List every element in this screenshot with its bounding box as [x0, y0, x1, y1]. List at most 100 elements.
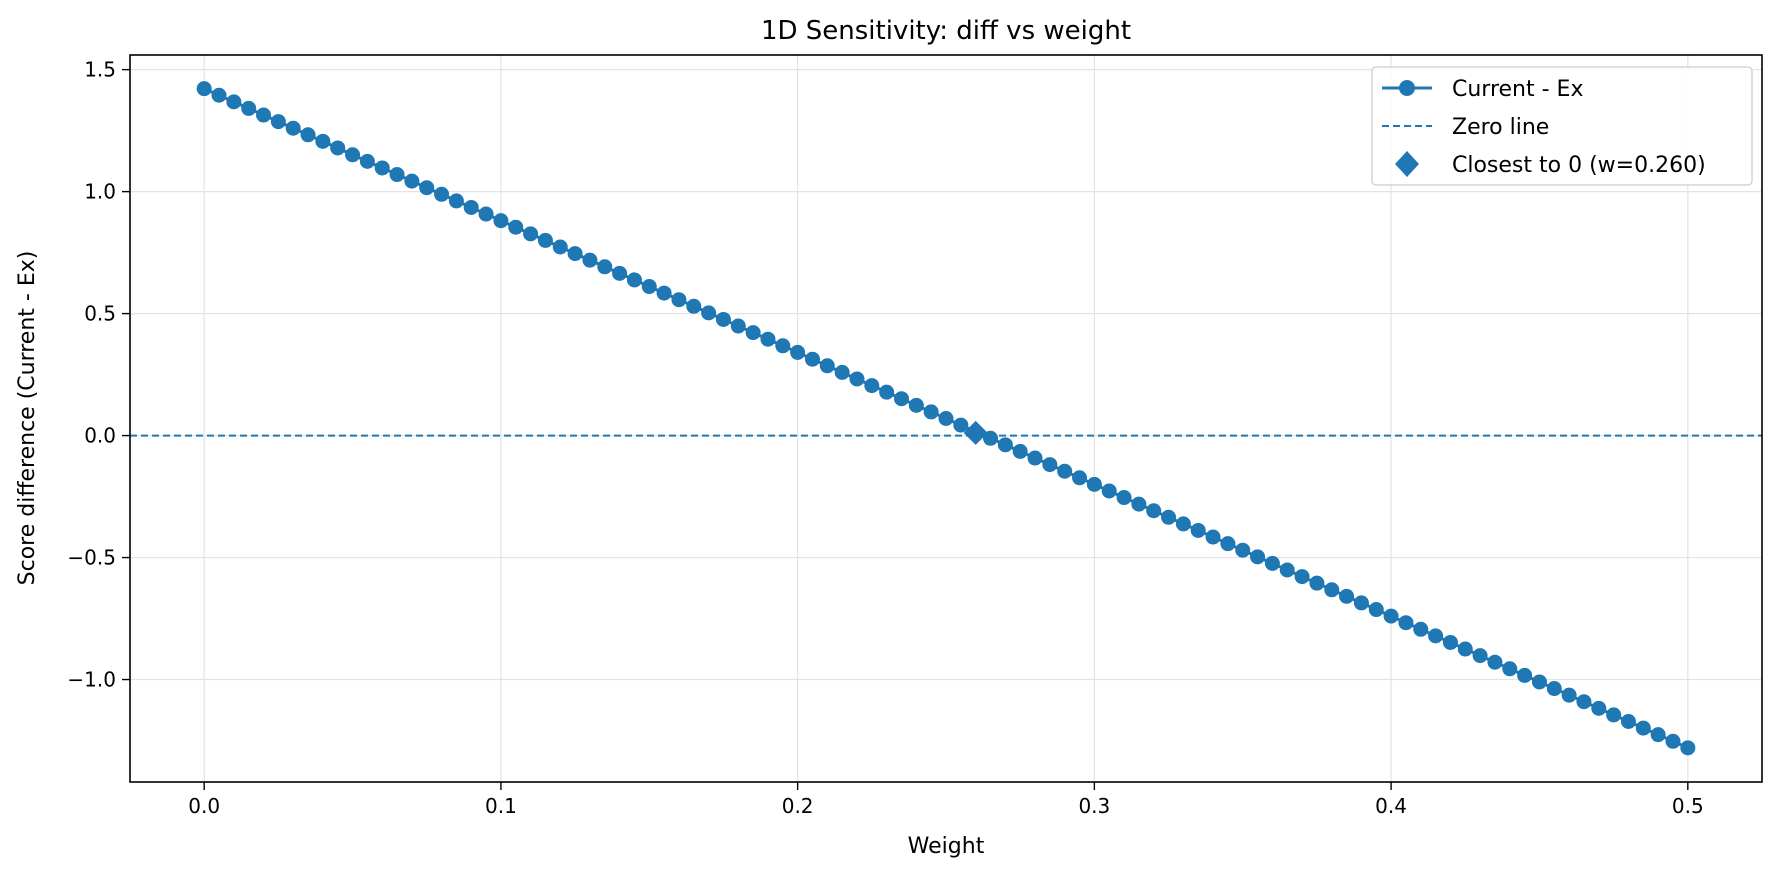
data-point — [1220, 536, 1236, 552]
data-point — [1442, 634, 1458, 650]
data-point — [1680, 740, 1696, 756]
data-point — [864, 378, 880, 394]
data-point — [359, 153, 375, 169]
data-point — [1057, 463, 1073, 479]
data-point — [1279, 562, 1295, 578]
chart-title: 1D Sensitivity: diff vs weight — [761, 16, 1131, 46]
data-point — [879, 384, 895, 400]
data-point — [1635, 720, 1651, 736]
data-point — [1606, 707, 1622, 723]
data-point — [715, 311, 731, 327]
data-point — [1339, 588, 1355, 604]
data-point — [641, 279, 657, 295]
y-tick-label: 1.0 — [84, 180, 116, 204]
data-point — [1012, 443, 1028, 459]
data-point — [1517, 667, 1533, 683]
data-point — [1383, 608, 1399, 624]
data-point — [315, 133, 331, 149]
data-point — [760, 331, 776, 347]
legend-series-marker — [1399, 80, 1415, 96]
x-axis-label: Weight — [908, 834, 985, 859]
x-tick-label: 0.5 — [1672, 794, 1704, 818]
data-point — [478, 206, 494, 222]
data-point — [537, 232, 553, 248]
data-point — [686, 298, 702, 314]
data-point — [270, 114, 286, 130]
data-point — [1086, 476, 1102, 492]
legend-box — [1371, 66, 1753, 186]
data-point — [1591, 700, 1607, 716]
data-point — [1620, 714, 1636, 729]
y-tick-label: 0.0 — [84, 424, 116, 448]
data-point — [448, 193, 464, 209]
data-point — [1353, 595, 1369, 611]
legend-series-label: Current - Ex — [1452, 77, 1583, 102]
data-point — [656, 285, 672, 301]
y-tick-label: −1.0 — [67, 668, 116, 692]
data-point — [1250, 549, 1266, 565]
data-point — [241, 100, 257, 116]
data-point — [1665, 733, 1681, 749]
data-point — [745, 325, 761, 341]
data-point — [1472, 648, 1488, 664]
data-point — [493, 213, 509, 229]
data-point — [1502, 661, 1518, 677]
data-point — [211, 87, 227, 103]
data-point — [1457, 641, 1473, 657]
x-tick-label: 0.3 — [1078, 794, 1110, 818]
data-point — [775, 338, 791, 354]
data-point — [404, 173, 420, 189]
data-point — [597, 259, 613, 275]
data-point — [671, 292, 687, 308]
y-tick-label: 1.5 — [84, 58, 116, 82]
data-point — [1146, 503, 1162, 519]
data-point — [701, 305, 717, 321]
data-point — [434, 186, 450, 202]
closest-to-zero-marker — [963, 420, 988, 445]
data-point — [923, 404, 939, 420]
x-tick-label: 0.0 — [188, 794, 220, 818]
data-point — [1294, 569, 1310, 585]
data-point — [1309, 575, 1325, 591]
data-point — [790, 344, 806, 360]
data-point — [508, 219, 524, 235]
data-point — [226, 94, 242, 110]
data-point — [938, 411, 954, 426]
data-point — [1324, 582, 1340, 598]
data-point — [893, 391, 909, 407]
data-point — [849, 371, 865, 387]
data-point — [834, 364, 850, 380]
legend-highlight-label: Closest to 0 (w=0.260) — [1452, 153, 1706, 178]
data-point — [567, 246, 583, 262]
data-point — [626, 272, 642, 288]
data-point — [983, 430, 999, 446]
data-point — [1576, 694, 1592, 710]
data-point — [196, 81, 212, 97]
data-point — [285, 120, 301, 136]
series-layer — [196, 81, 1696, 756]
data-point — [730, 318, 746, 334]
data-point — [1368, 602, 1384, 618]
data-point — [1190, 522, 1206, 538]
data-point — [582, 252, 598, 268]
data-point — [463, 199, 479, 215]
data-point — [997, 437, 1013, 453]
data-point — [389, 167, 405, 183]
data-point — [1042, 457, 1058, 473]
y-axis-label: Score difference (Current - Ex) — [15, 251, 40, 586]
data-point — [908, 397, 924, 413]
data-point — [1650, 727, 1666, 743]
highlight-layer — [963, 420, 988, 445]
data-point — [419, 180, 435, 196]
data-point — [819, 358, 835, 374]
data-point — [804, 351, 820, 367]
y-tick-label: −0.5 — [67, 546, 116, 570]
data-point — [523, 226, 539, 242]
y-tick-label: 0.5 — [84, 302, 116, 326]
data-point — [374, 160, 390, 176]
x-tick-label: 0.4 — [1375, 794, 1407, 818]
data-point — [345, 147, 361, 163]
legend: Current - Ex Zero line Closest to 0 (w=0… — [1371, 66, 1753, 186]
data-point — [1531, 674, 1547, 690]
